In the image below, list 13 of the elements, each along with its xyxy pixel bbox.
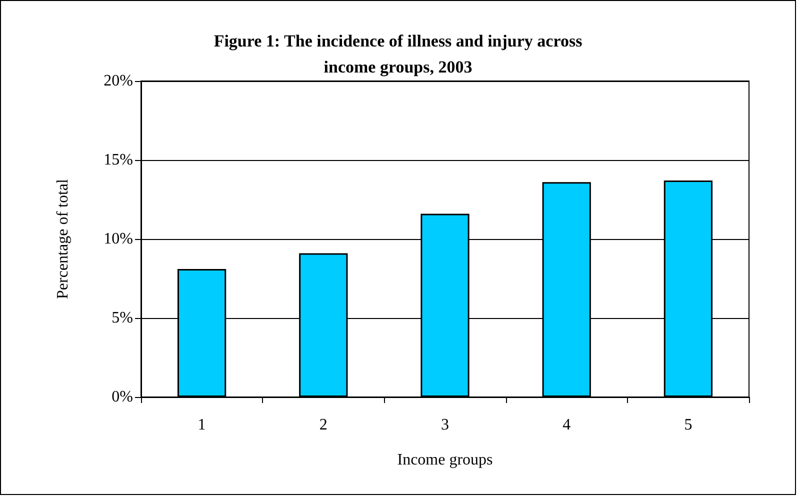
- x-tick-label: 5: [684, 416, 692, 434]
- x-axis-title: Income groups: [397, 452, 493, 468]
- x-tick-label: 2: [319, 416, 328, 434]
- y-tick-label: 10%: [104, 230, 133, 248]
- y-tick-label: 20%: [104, 72, 133, 90]
- y-tick-label: 15%: [104, 152, 133, 168]
- y-tick-label: 0%: [112, 388, 133, 406]
- y-axis-title: Percentage of total: [54, 178, 72, 299]
- x-tick-label: 1: [198, 416, 206, 434]
- x-tick-label: 4: [562, 416, 571, 434]
- x-tick-label: 3: [441, 416, 449, 434]
- y-tick-label: 5%: [112, 310, 133, 326]
- chart-title: Figure 1: The incidence of illness and injury across income groups, 2003: [214, 32, 583, 76]
